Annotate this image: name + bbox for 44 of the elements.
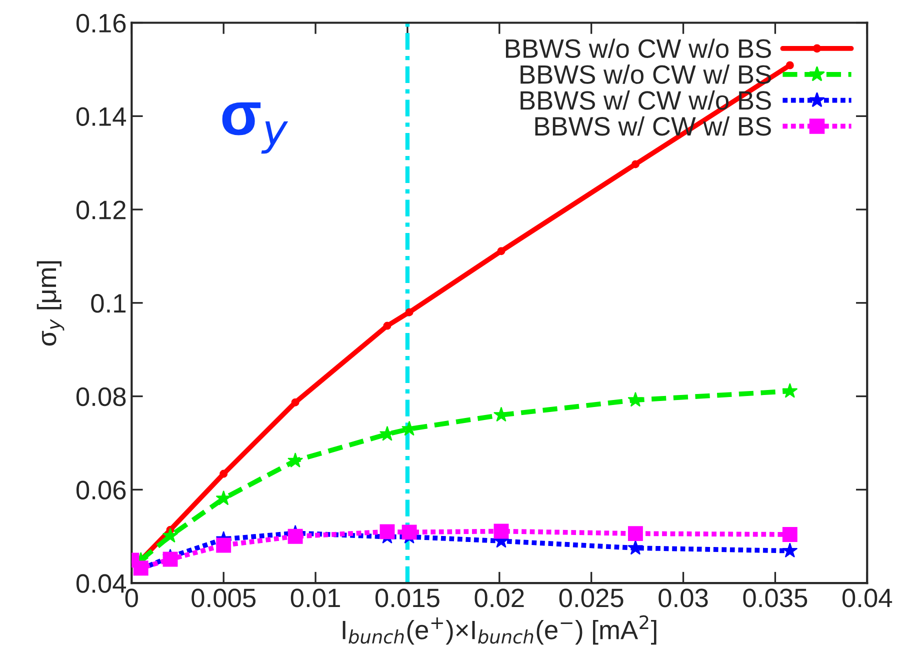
point	[782, 527, 798, 542]
y-tick-label: 0.08	[76, 387, 126, 406]
point	[497, 247, 506, 256]
annotation: σ$_{y}$	[222, 102, 288, 154]
point	[405, 308, 414, 316]
point	[402, 524, 417, 540]
x-tick-label: 0.02	[474, 588, 524, 608]
point	[216, 538, 232, 553]
y-tick-label: 0.16	[76, 14, 126, 33]
point	[216, 490, 232, 506]
point	[162, 552, 178, 567]
point	[782, 542, 798, 558]
x-tick-label: 0.025	[559, 588, 624, 608]
point	[288, 452, 304, 468]
point	[291, 398, 300, 406]
y-axis-title: σ$_{y}$ [μm]	[36, 261, 64, 346]
point	[494, 524, 509, 539]
point	[628, 540, 644, 555]
point	[628, 392, 644, 407]
x-tick-label: 0.03	[658, 588, 708, 608]
x-tick-label: 0.015	[375, 588, 440, 608]
point	[628, 526, 643, 542]
point	[162, 528, 178, 543]
x-tick-label: 0.01	[290, 588, 340, 608]
y-tick-label: 0.1	[91, 294, 126, 313]
y-tick-label: 0.12	[76, 200, 126, 220]
x-tick-label: 0	[125, 588, 138, 608]
x-tick-label: 0.005	[192, 588, 256, 608]
point	[786, 61, 794, 70]
x-tick-label: 0.035	[743, 588, 808, 608]
x-tick-label: 0.04	[842, 588, 892, 608]
point	[380, 524, 395, 540]
y-tick-label: 0.14	[76, 107, 126, 126]
legend-label: BBWS w/o CW w/ BS	[520, 64, 771, 84]
point	[288, 528, 303, 544]
y-tick-label: 0.04	[76, 574, 126, 593]
point	[631, 160, 640, 168]
point	[782, 382, 798, 398]
y-tick-label: 0.06	[76, 480, 126, 500]
point	[220, 470, 228, 478]
legend-label: BBWS w/o CW w/o BS	[506, 38, 771, 58]
legend-label: BBWS w/ CW w/o BS	[520, 90, 771, 110]
text: I$_{bunch}$(e$^{+}$)×I$_{bunch}$(e$^{−}$) [mA$^{2}$]	[342, 615, 656, 645]
point	[383, 322, 392, 330]
